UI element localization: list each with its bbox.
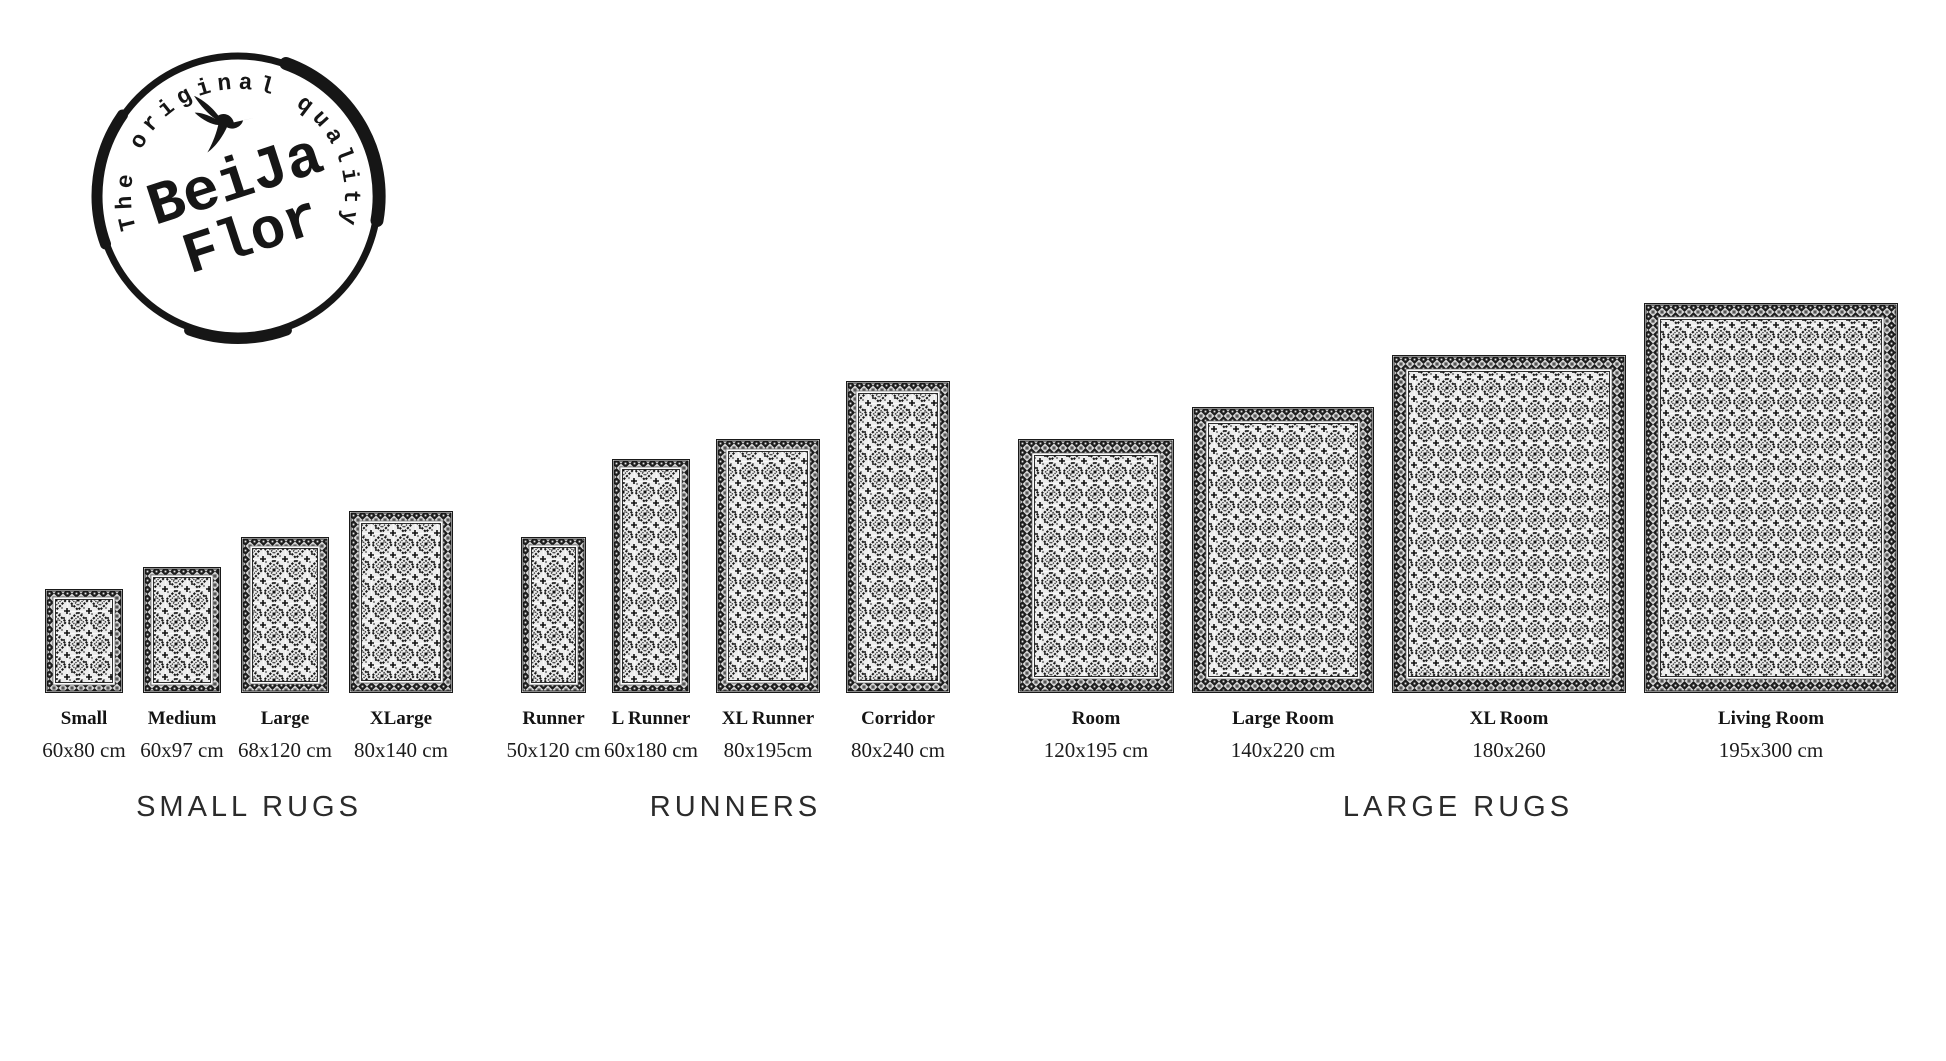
rug-size-label: 50x120 cm <box>506 738 601 763</box>
rugs-row: Runner 50x120 cm L Runner 60x180 cm XL Runne… <box>507 381 950 762</box>
rug-name-label: L Runner <box>611 708 691 730</box>
rug-name-label: Living Room <box>1717 708 1825 730</box>
rug-column-room: Room 120x195 cm <box>1018 439 1174 762</box>
stamp-ring-thick-left <box>91 109 128 250</box>
rug-column-xl-runner: XL Runner 80x195cm <box>716 439 820 762</box>
rug-column-medium: Medium 60x97 cm <box>140 567 224 763</box>
rug-image <box>143 567 221 694</box>
rug-image <box>1644 303 1898 694</box>
rug-group-small-rugs: Small 60x80 cm Medium 60x97 cm Large 68x120 c… <box>42 511 453 824</box>
rug-name-label: Small <box>60 708 108 730</box>
rug-column-xl-room: XL Room 180x260 <box>1392 355 1626 762</box>
group-title: SMALL RUGS <box>136 791 362 824</box>
rug-name-label: Room <box>1071 708 1121 730</box>
rug-size-label: 60x80 cm <box>42 738 126 763</box>
rug-column-xlarge: XLarge 80x140 cm <box>349 511 453 762</box>
rug-image <box>1192 407 1374 694</box>
rug-image <box>716 439 820 694</box>
rug-name-label: Runner <box>522 708 585 730</box>
rug-column-runner: Runner 50x120 cm <box>507 537 600 762</box>
rug-image <box>45 589 123 694</box>
rug-size-label: 180x260 <box>1472 738 1546 763</box>
stamp-ring-thick-bottom <box>184 325 292 344</box>
rug-image <box>1018 439 1174 694</box>
rug-column-large: Large 68x120 cm <box>238 537 332 763</box>
rug-size-label: 80x195cm <box>723 738 813 763</box>
rug-name-label: Corridor <box>861 708 935 730</box>
rug-column-small: Small 60x80 cm <box>42 589 126 763</box>
rug-size-label: 68x120 cm <box>238 738 332 763</box>
brand-wordmark: BeiJa Flor <box>140 123 332 291</box>
rug-size-label: 80x240 cm <box>851 738 945 763</box>
rug-name-label: XL Room <box>1469 708 1549 730</box>
rug-column-corridor: Corridor 80x240 cm <box>846 381 950 762</box>
rug-group-large-rugs: Room 120x195 cm Large Room 140x220 cm XL Roo… <box>1018 303 1898 824</box>
rug-size-label: 195x300 cm <box>1718 738 1824 763</box>
rug-image <box>349 511 453 694</box>
rug-image <box>1392 355 1626 694</box>
rug-name-label: XLarge <box>369 708 433 730</box>
rug-image <box>521 537 586 694</box>
rug-column-large-room: Large Room 140x220 cm <box>1192 407 1374 762</box>
rug-name-label: Large Room <box>1232 708 1334 730</box>
rug-image <box>241 537 329 694</box>
rugs-row: Room 120x195 cm Large Room 140x220 cm XL Roo… <box>1018 303 1898 762</box>
rug-size-label: 140x220 cm <box>1230 738 1336 763</box>
size-chart: Small 60x80 cm Medium 60x97 cm Large 68x120 c… <box>42 303 1898 824</box>
rug-image <box>846 381 950 694</box>
rug-column-living-room: Living Room 195x300 cm <box>1644 303 1898 762</box>
group-title: RUNNERS <box>649 791 822 824</box>
group-title: LARGE RUGS <box>1342 791 1574 824</box>
rug-size-label: 60x97 cm <box>140 738 224 763</box>
rugs-row: Small 60x80 cm Medium 60x97 cm Large 68x120 c… <box>42 511 453 763</box>
rug-group-runners: Runner 50x120 cm L Runner 60x180 cm XL Runne… <box>507 381 950 824</box>
rug-name-label: Medium <box>147 708 217 730</box>
hummingbird-icon <box>194 95 261 153</box>
rug-image <box>612 459 690 694</box>
rug-size-label: 60x180 cm <box>604 738 698 763</box>
rug-column-l-runner: L Runner 60x180 cm <box>604 459 698 762</box>
rug-size-label: 80x140 cm <box>354 738 448 763</box>
brand-logo-stamp: The original quality BeiJa Flor <box>91 52 386 344</box>
rug-size-label: 120x195 cm <box>1043 738 1149 763</box>
rug-name-label: XL Runner <box>721 708 815 730</box>
stamp-ring-thick-top-right <box>279 57 386 227</box>
rug-name-label: Large <box>260 708 310 730</box>
